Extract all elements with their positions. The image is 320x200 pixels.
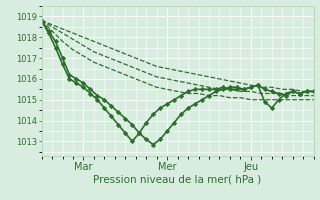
- X-axis label: Pression niveau de la mer( hPa ): Pression niveau de la mer( hPa ): [93, 174, 262, 184]
